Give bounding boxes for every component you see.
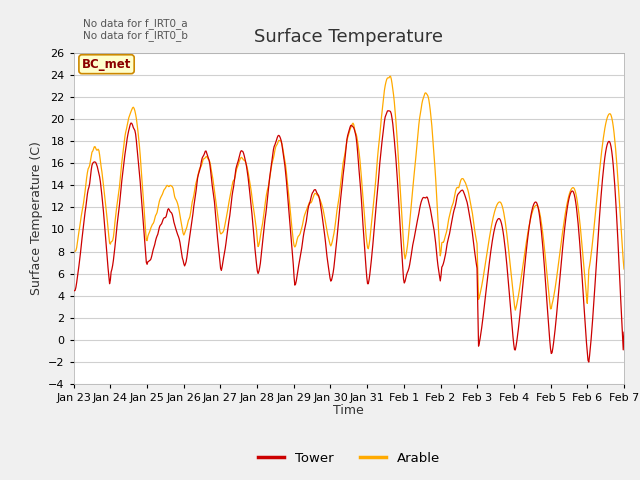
Text: No data for f_IRT0_a: No data for f_IRT0_a — [83, 18, 188, 29]
Legend: Tower, Arable: Tower, Arable — [252, 446, 445, 470]
X-axis label: Time: Time — [333, 405, 364, 418]
Title: Surface Temperature: Surface Temperature — [254, 28, 444, 46]
Y-axis label: Surface Temperature (C): Surface Temperature (C) — [29, 142, 42, 295]
Text: No data for f_IRT0_b: No data for f_IRT0_b — [83, 30, 188, 41]
Text: BC_met: BC_met — [82, 58, 131, 71]
